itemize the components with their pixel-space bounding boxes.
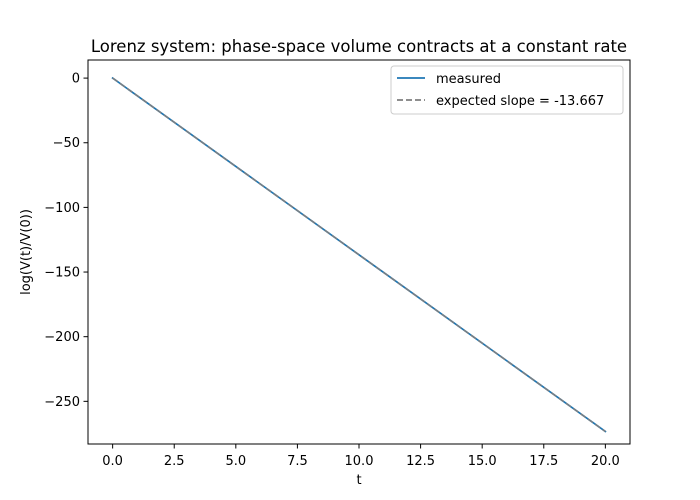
y-ticks: 0 −50 −100 −150 −200 −250	[44, 72, 88, 410]
x-axis-label: t	[356, 473, 361, 488]
y-tick-label: −100	[44, 201, 80, 216]
x-tick-label: 0.0	[102, 454, 123, 469]
x-tick-label: 5.0	[225, 454, 246, 469]
x-tick-label: 10.0	[345, 454, 374, 469]
plot-area	[88, 60, 630, 444]
series-line-expected	[112, 77, 606, 433]
y-tick-label: −150	[44, 266, 80, 281]
legend-label-expected: expected slope = -13.667	[436, 94, 604, 109]
x-tick-label: 17.5	[529, 454, 558, 469]
x-tick-label: 2.5	[164, 454, 185, 469]
x-ticks: 0.0 2.5 5.0 7.5 10.0 12.5 15.0 17.5 20.0	[102, 444, 620, 469]
x-tick-label: 20.0	[591, 454, 620, 469]
x-tick-label: 7.5	[287, 454, 308, 469]
y-axis-label: log(V(t)/V(0))	[19, 209, 34, 295]
x-tick-label: 12.5	[406, 454, 435, 469]
y-tick-label: −50	[53, 136, 80, 151]
y-tick-label: −250	[44, 395, 80, 410]
x-tick-label: 15.0	[468, 454, 497, 469]
legend-box	[390, 65, 624, 115]
y-tick-label: −200	[44, 330, 80, 345]
series-layer	[111, 76, 607, 433]
y-tick-label: 0	[72, 72, 80, 87]
chart-title: Lorenz system: phase-space volume contra…	[91, 37, 627, 56]
legend-label-measured: measured	[436, 72, 501, 87]
legend: measured expected slope = -13.667	[390, 65, 624, 115]
